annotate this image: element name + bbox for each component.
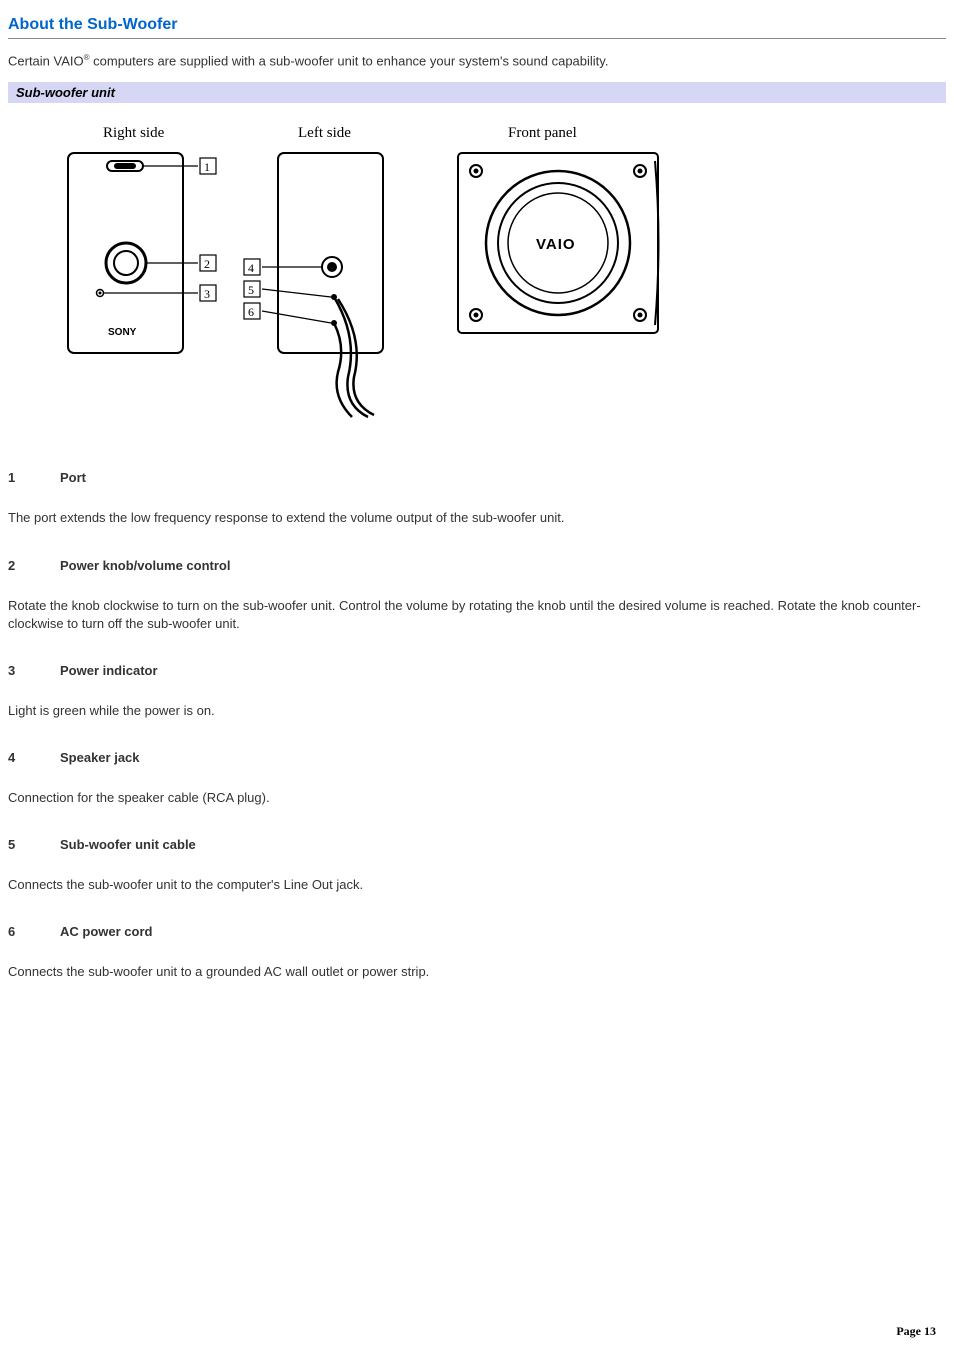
item-5-name: Sub-woofer unit cable: [60, 837, 196, 852]
section-subhead: Sub-woofer unit: [8, 82, 946, 103]
item-6-desc: Connects the sub-woofer unit to a ground…: [8, 963, 946, 981]
item-3-num: 3: [8, 663, 24, 678]
callout-2: 2: [204, 257, 210, 271]
item-2-num: 2: [8, 558, 24, 573]
callout-3: 3: [204, 287, 210, 301]
item-4-desc: Connection for the speaker cable (RCA pl…: [8, 789, 946, 807]
item-6-num: 6: [8, 924, 24, 939]
item-2-name: Power knob/volume control: [60, 558, 230, 573]
subwoofer-diagram: Right side 1 2 3 SONY Left side 4 5 6 Fr…: [38, 117, 946, 430]
item-4-name: Speaker jack: [60, 750, 140, 765]
intro-pre: Certain VAIO: [8, 53, 84, 68]
intro-post: computers are supplied with a sub-woofer…: [90, 53, 609, 68]
item-1: 1 Port The port extends the low frequency…: [8, 470, 946, 527]
item-2-desc: Rotate the knob clockwise to turn on the…: [8, 597, 946, 633]
item-5-desc: Connects the sub-woofer unit to the comp…: [8, 876, 946, 894]
item-2: 2 Power knob/volume control Rotate the kn…: [8, 558, 946, 633]
page-title: About the Sub-Woofer: [8, 8, 946, 38]
item-5-num: 5: [8, 837, 24, 852]
item-3-name: Power indicator: [60, 663, 158, 678]
title-rule: [8, 38, 946, 39]
item-1-name: Port: [60, 470, 86, 485]
item-1-desc: The port extends the low frequency respo…: [8, 509, 946, 527]
sony-logo: SONY: [108, 327, 137, 338]
vaio-logo: VAIO: [536, 236, 576, 253]
callout-6: 6: [248, 305, 254, 319]
callout-4: 4: [248, 261, 254, 275]
item-5: 5 Sub-woofer unit cable Connects the sub-…: [8, 837, 946, 894]
item-4-num: 4: [8, 750, 24, 765]
page-number: Page 13: [896, 1324, 936, 1339]
item-4: 4 Speaker jack Connection for the speaker…: [8, 750, 946, 807]
left-side-label: Left side: [298, 125, 351, 141]
item-1-num: 1: [8, 470, 24, 485]
callout-5: 5: [248, 283, 254, 297]
item-3: 3 Power indicator Light is green while th…: [8, 663, 946, 720]
item-6-name: AC power cord: [60, 924, 152, 939]
intro-text: Certain VAIO® computers are supplied wit…: [8, 53, 946, 68]
item-3-desc: Light is green while the power is on.: [8, 702, 946, 720]
item-6: 6 AC power cord Connects the sub-woofer u…: [8, 924, 946, 981]
front-panel-label: Front panel: [508, 125, 577, 141]
right-side-label: Right side: [103, 125, 165, 141]
callout-1: 1: [204, 160, 210, 174]
